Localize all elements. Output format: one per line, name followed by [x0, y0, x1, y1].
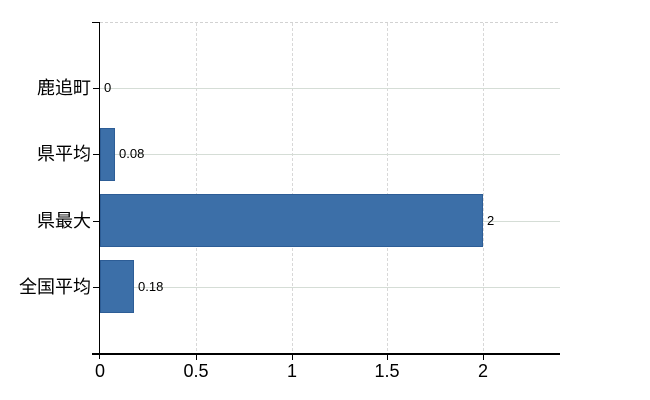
- y-axis-tick: [93, 287, 99, 288]
- x-axis-tick-label: 1.5: [374, 361, 400, 381]
- horizontal-gridline: [100, 88, 560, 89]
- plot-top-border: [100, 22, 560, 23]
- vertical-gridline: [483, 23, 484, 353]
- bar-value-label: 2: [487, 213, 495, 228]
- horizontal-gridline: [100, 287, 560, 288]
- bar-value-label: 0.08: [119, 146, 145, 161]
- bar: [100, 194, 483, 247]
- y-axis-tick: [93, 88, 99, 89]
- vertical-gridline: [292, 23, 293, 353]
- y-axis-end-tick: [92, 22, 100, 23]
- x-axis-line: [92, 353, 560, 355]
- x-axis-tick-label: 0: [94, 361, 105, 381]
- x-axis-tick: [196, 354, 197, 360]
- horizontal-gridline: [100, 154, 560, 155]
- y-axis-category-label: 県平均: [37, 144, 91, 164]
- bar-value-label: 0: [104, 80, 112, 95]
- y-axis-line: [98, 22, 100, 359]
- bar: [100, 260, 134, 313]
- x-axis-tick-label: 1: [286, 361, 297, 381]
- x-axis-tick-label: 0.5: [183, 361, 209, 381]
- x-axis-tick: [292, 354, 293, 360]
- y-axis-tick: [93, 221, 99, 222]
- vertical-gridline: [196, 23, 197, 353]
- bar: [100, 128, 115, 181]
- y-axis-tick: [93, 154, 99, 155]
- y-axis-category-label: 鹿追町: [37, 78, 91, 98]
- y-axis-category-label: 全国平均: [19, 277, 91, 297]
- y-axis-category-label: 県最大: [37, 211, 91, 231]
- x-axis-tick: [483, 354, 484, 360]
- vertical-gridline: [387, 23, 388, 353]
- x-axis-tick: [387, 354, 388, 360]
- bar-value-label: 0.18: [138, 279, 164, 294]
- x-axis-tick-label: 2: [477, 361, 488, 381]
